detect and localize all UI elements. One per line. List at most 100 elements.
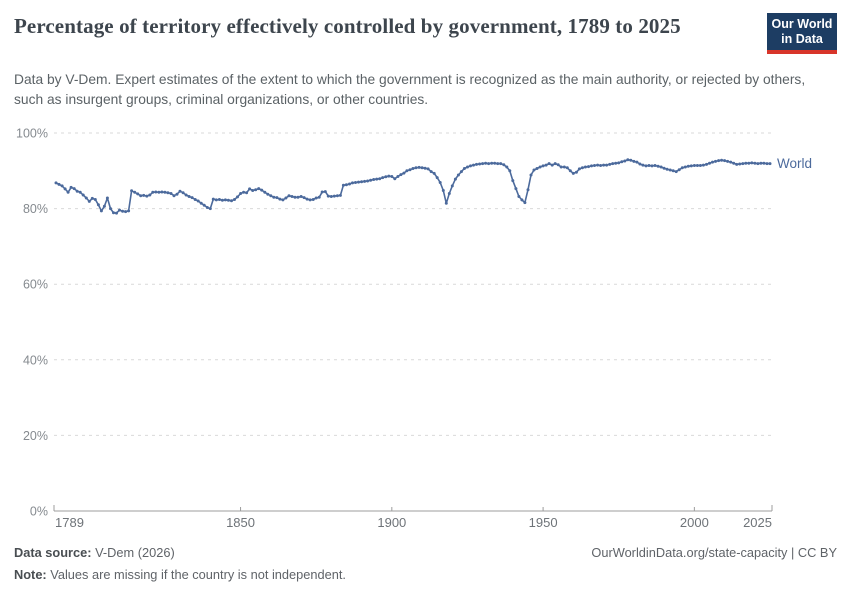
owid-logo: Our World in Data bbox=[767, 13, 837, 54]
data-point-marker bbox=[759, 161, 763, 165]
data-point-marker bbox=[729, 160, 733, 164]
data-point-marker bbox=[441, 189, 445, 192]
data-point-marker bbox=[511, 179, 515, 183]
data-point-marker bbox=[148, 193, 152, 197]
data-point-marker bbox=[78, 190, 82, 194]
data-point-marker bbox=[278, 197, 282, 201]
data-point-marker bbox=[623, 159, 627, 163]
data-point-marker bbox=[674, 170, 678, 174]
data-point-marker bbox=[423, 166, 427, 170]
data-point-marker bbox=[205, 206, 209, 209]
data-point-marker bbox=[293, 195, 297, 199]
data-point-marker bbox=[157, 190, 161, 194]
data-point-marker bbox=[456, 173, 460, 177]
data-point-marker bbox=[178, 189, 182, 193]
owid-url-link[interactable]: OurWorldinData.org/state-capacity | CC B… bbox=[591, 545, 837, 560]
data-point-marker bbox=[532, 168, 536, 172]
data-point-marker bbox=[408, 168, 412, 172]
data-point-marker bbox=[329, 195, 333, 198]
data-point-marker bbox=[453, 177, 457, 181]
data-point-marker bbox=[118, 208, 121, 212]
data-point-marker bbox=[626, 158, 630, 162]
owid-logo-line1: Our World bbox=[771, 16, 833, 31]
data-point-marker bbox=[302, 196, 306, 200]
data-point-marker bbox=[662, 166, 666, 170]
y-axis-label: 80% bbox=[23, 202, 48, 216]
data-point-marker bbox=[142, 193, 146, 197]
data-point-marker bbox=[236, 195, 239, 199]
data-point-marker bbox=[620, 160, 624, 164]
data-point-marker bbox=[230, 199, 233, 203]
data-point-marker bbox=[459, 170, 463, 174]
data-point-marker bbox=[121, 209, 125, 213]
data-point-marker bbox=[732, 161, 736, 165]
data-point-marker bbox=[469, 164, 472, 168]
y-axis-label: 60% bbox=[23, 278, 48, 292]
data-point-marker bbox=[202, 203, 206, 207]
x-axis-label: 1950 bbox=[529, 515, 558, 530]
data-point-marker bbox=[305, 197, 309, 201]
data-point-marker bbox=[396, 175, 400, 178]
data-point-marker bbox=[535, 167, 539, 170]
data-point-marker bbox=[351, 181, 354, 185]
data-point-marker bbox=[571, 171, 575, 175]
data-point-marker bbox=[686, 164, 690, 168]
data-point-marker bbox=[127, 209, 131, 213]
x-axis-label: 2025 bbox=[743, 515, 772, 530]
data-point-marker bbox=[181, 191, 185, 195]
data-point-marker bbox=[632, 159, 636, 163]
data-point-marker bbox=[547, 162, 551, 166]
data-point-marker bbox=[260, 188, 264, 192]
data-source-value: V-Dem (2026) bbox=[95, 545, 175, 560]
data-point-marker bbox=[435, 176, 439, 180]
series-end-label: World bbox=[777, 156, 812, 171]
data-point-marker bbox=[593, 164, 596, 167]
data-point-marker bbox=[635, 160, 639, 164]
data-point-marker bbox=[335, 194, 339, 198]
data-point-marker bbox=[653, 164, 657, 167]
data-point-marker bbox=[220, 198, 224, 202]
data-point-marker bbox=[187, 195, 191, 198]
data-point-marker bbox=[354, 181, 357, 184]
data-point-marker bbox=[517, 195, 521, 198]
data-point-marker bbox=[387, 174, 391, 178]
data-point-marker bbox=[414, 166, 418, 170]
data-point-marker bbox=[308, 198, 312, 202]
data-point-marker bbox=[462, 167, 466, 170]
data-point-marker bbox=[420, 166, 424, 170]
data-point-marker bbox=[239, 192, 243, 195]
data-point-marker bbox=[475, 162, 478, 166]
data-point-marker bbox=[341, 183, 345, 187]
data-point-marker bbox=[432, 171, 436, 175]
data-point-marker bbox=[638, 162, 642, 166]
data-point-marker bbox=[429, 170, 433, 174]
data-point-marker bbox=[753, 161, 757, 165]
data-point-marker bbox=[574, 170, 578, 174]
data-point-marker bbox=[505, 165, 509, 169]
data-point-marker bbox=[735, 162, 739, 166]
data-point-marker bbox=[360, 180, 364, 184]
data-point-marker bbox=[677, 168, 681, 172]
data-point-marker bbox=[124, 210, 128, 214]
data-point-marker bbox=[717, 159, 721, 163]
data-point-marker bbox=[248, 187, 252, 191]
y-axis-label: 20% bbox=[23, 429, 48, 443]
data-point-marker bbox=[381, 176, 385, 180]
data-point-marker bbox=[562, 165, 566, 169]
data-point-marker bbox=[242, 190, 246, 194]
data-point-marker bbox=[314, 196, 318, 200]
data-point-marker bbox=[139, 194, 143, 198]
data-point-marker bbox=[281, 198, 285, 202]
data-point-marker bbox=[683, 165, 687, 169]
data-point-marker bbox=[723, 159, 727, 163]
data-point-marker bbox=[478, 162, 482, 166]
data-point-marker bbox=[550, 163, 554, 167]
data-point-marker bbox=[251, 189, 255, 192]
data-point-marker bbox=[136, 192, 140, 196]
data-point-marker bbox=[692, 164, 696, 167]
data-point-marker bbox=[233, 198, 236, 201]
data-point-marker bbox=[87, 199, 91, 203]
data-point-marker bbox=[172, 194, 176, 198]
data-point-marker bbox=[726, 159, 730, 163]
